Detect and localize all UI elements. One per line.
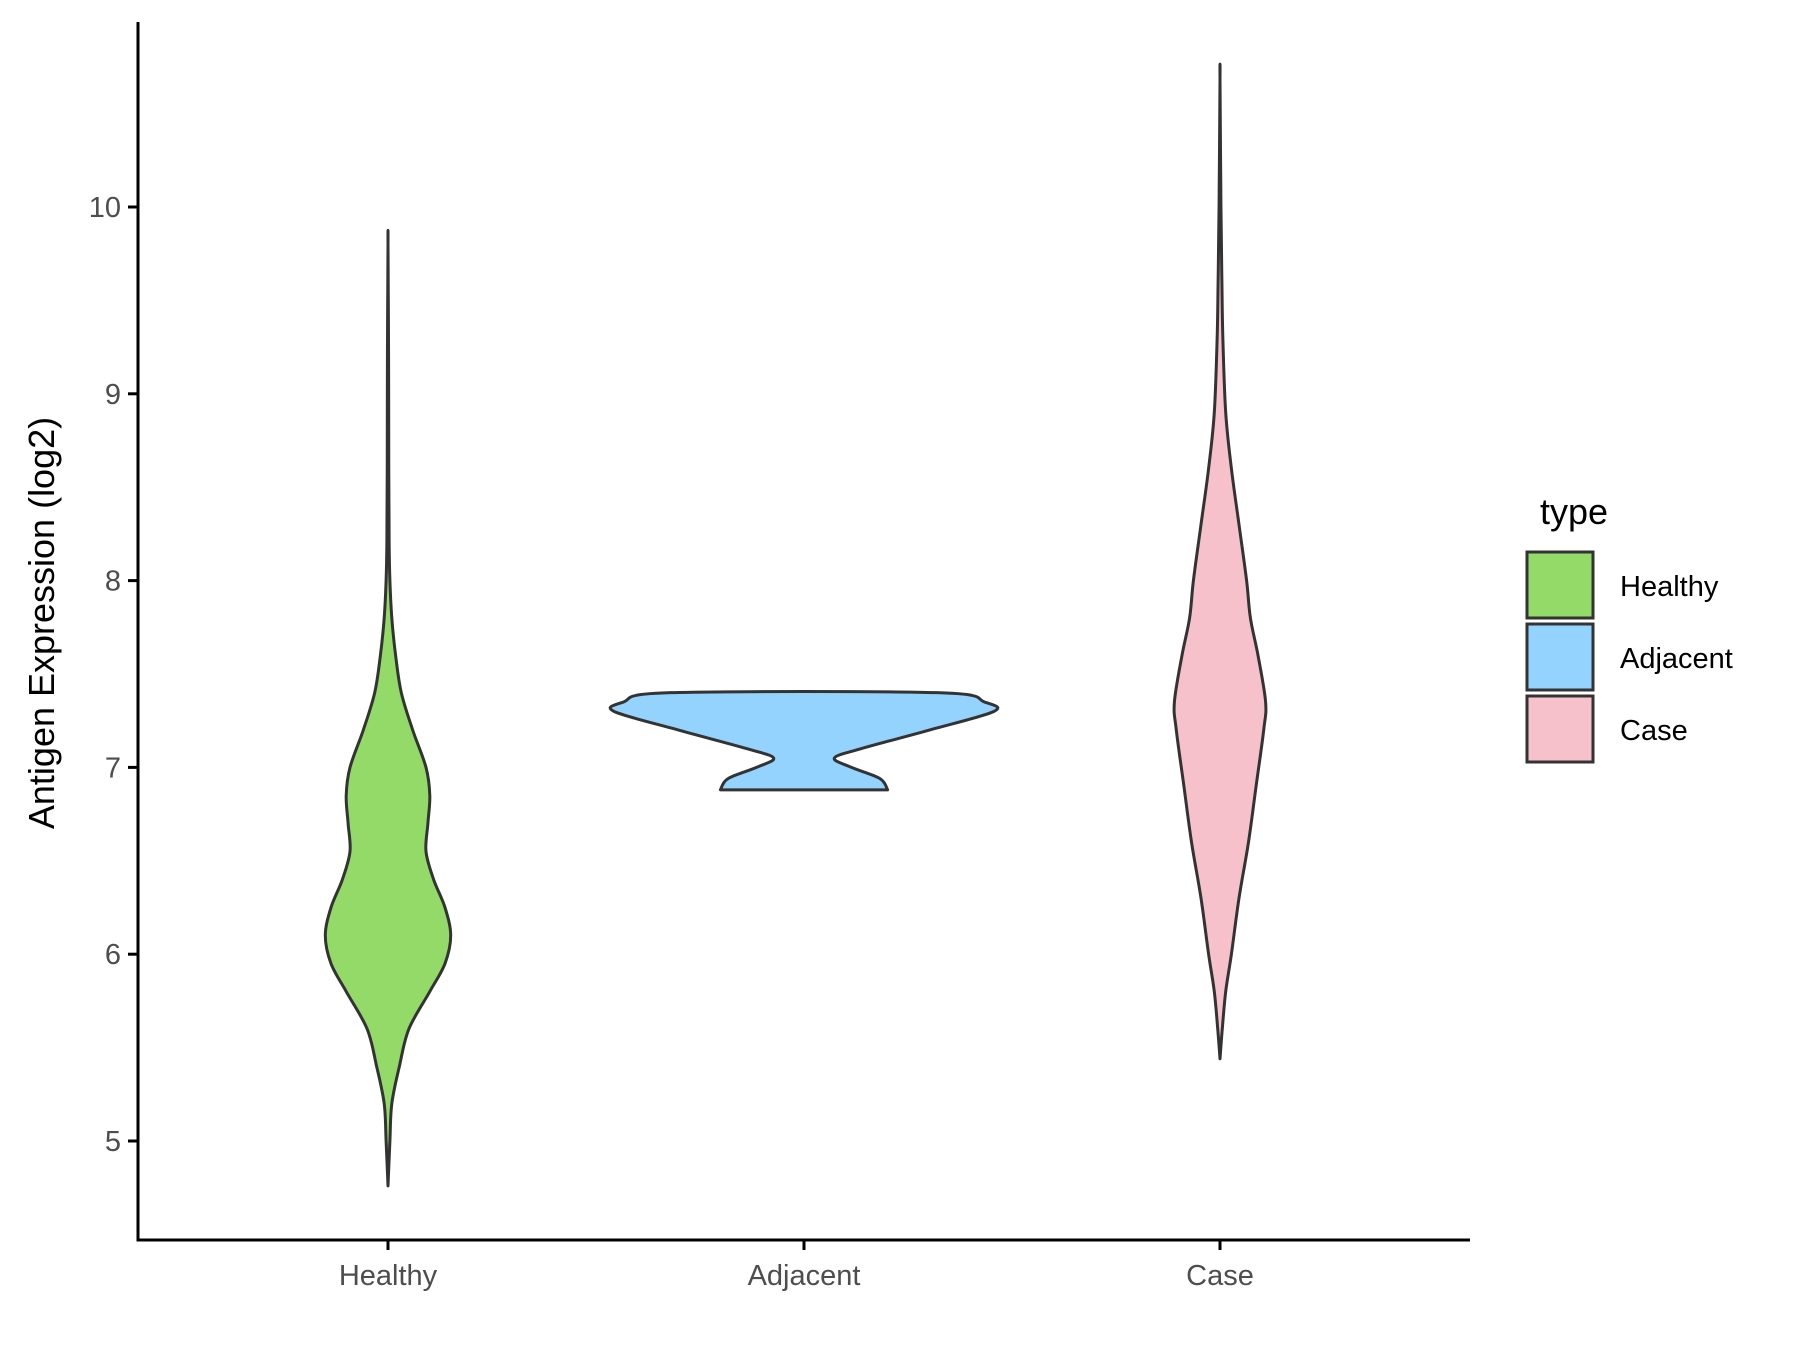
violin-case <box>1172 62 1268 1061</box>
legend-title: type <box>1540 491 1608 532</box>
x-tick-label: Adjacent <box>748 1260 861 1292</box>
legend-key-case <box>1525 694 1595 764</box>
y-ticks: 5 6 7 8 9 10 <box>89 192 138 1158</box>
y-tick-label: 8 <box>105 566 121 598</box>
y-axis-title: Antigen Expression (log2) <box>21 417 62 829</box>
legend: type Healthy Adjacent Case <box>1525 491 1733 764</box>
legend-label: Case <box>1620 715 1688 747</box>
x-tick-label: Case <box>1186 1260 1254 1292</box>
violin-healthy <box>323 228 453 1188</box>
y-tick-label: 7 <box>105 752 121 784</box>
legend-label: Adjacent <box>1620 643 1733 675</box>
x-ticks: Healthy Adjacent Case <box>339 1240 1254 1292</box>
y-tick-label: 10 <box>89 192 121 224</box>
x-tick-label: Healthy <box>339 1260 438 1292</box>
violins-layer <box>323 62 1268 1188</box>
violin-adjacent <box>608 690 1000 792</box>
legend-key-adjacent <box>1525 622 1595 692</box>
y-tick-label: 6 <box>105 939 121 971</box>
y-tick-label: 9 <box>105 379 121 411</box>
legend-label: Healthy <box>1620 571 1719 603</box>
y-tick-label: 5 <box>105 1126 121 1158</box>
axes-layer: 5 6 7 8 9 10 Healthy Adjacent Case Antigen Expr… <box>21 22 1470 1292</box>
legend-key-healthy <box>1525 550 1595 620</box>
